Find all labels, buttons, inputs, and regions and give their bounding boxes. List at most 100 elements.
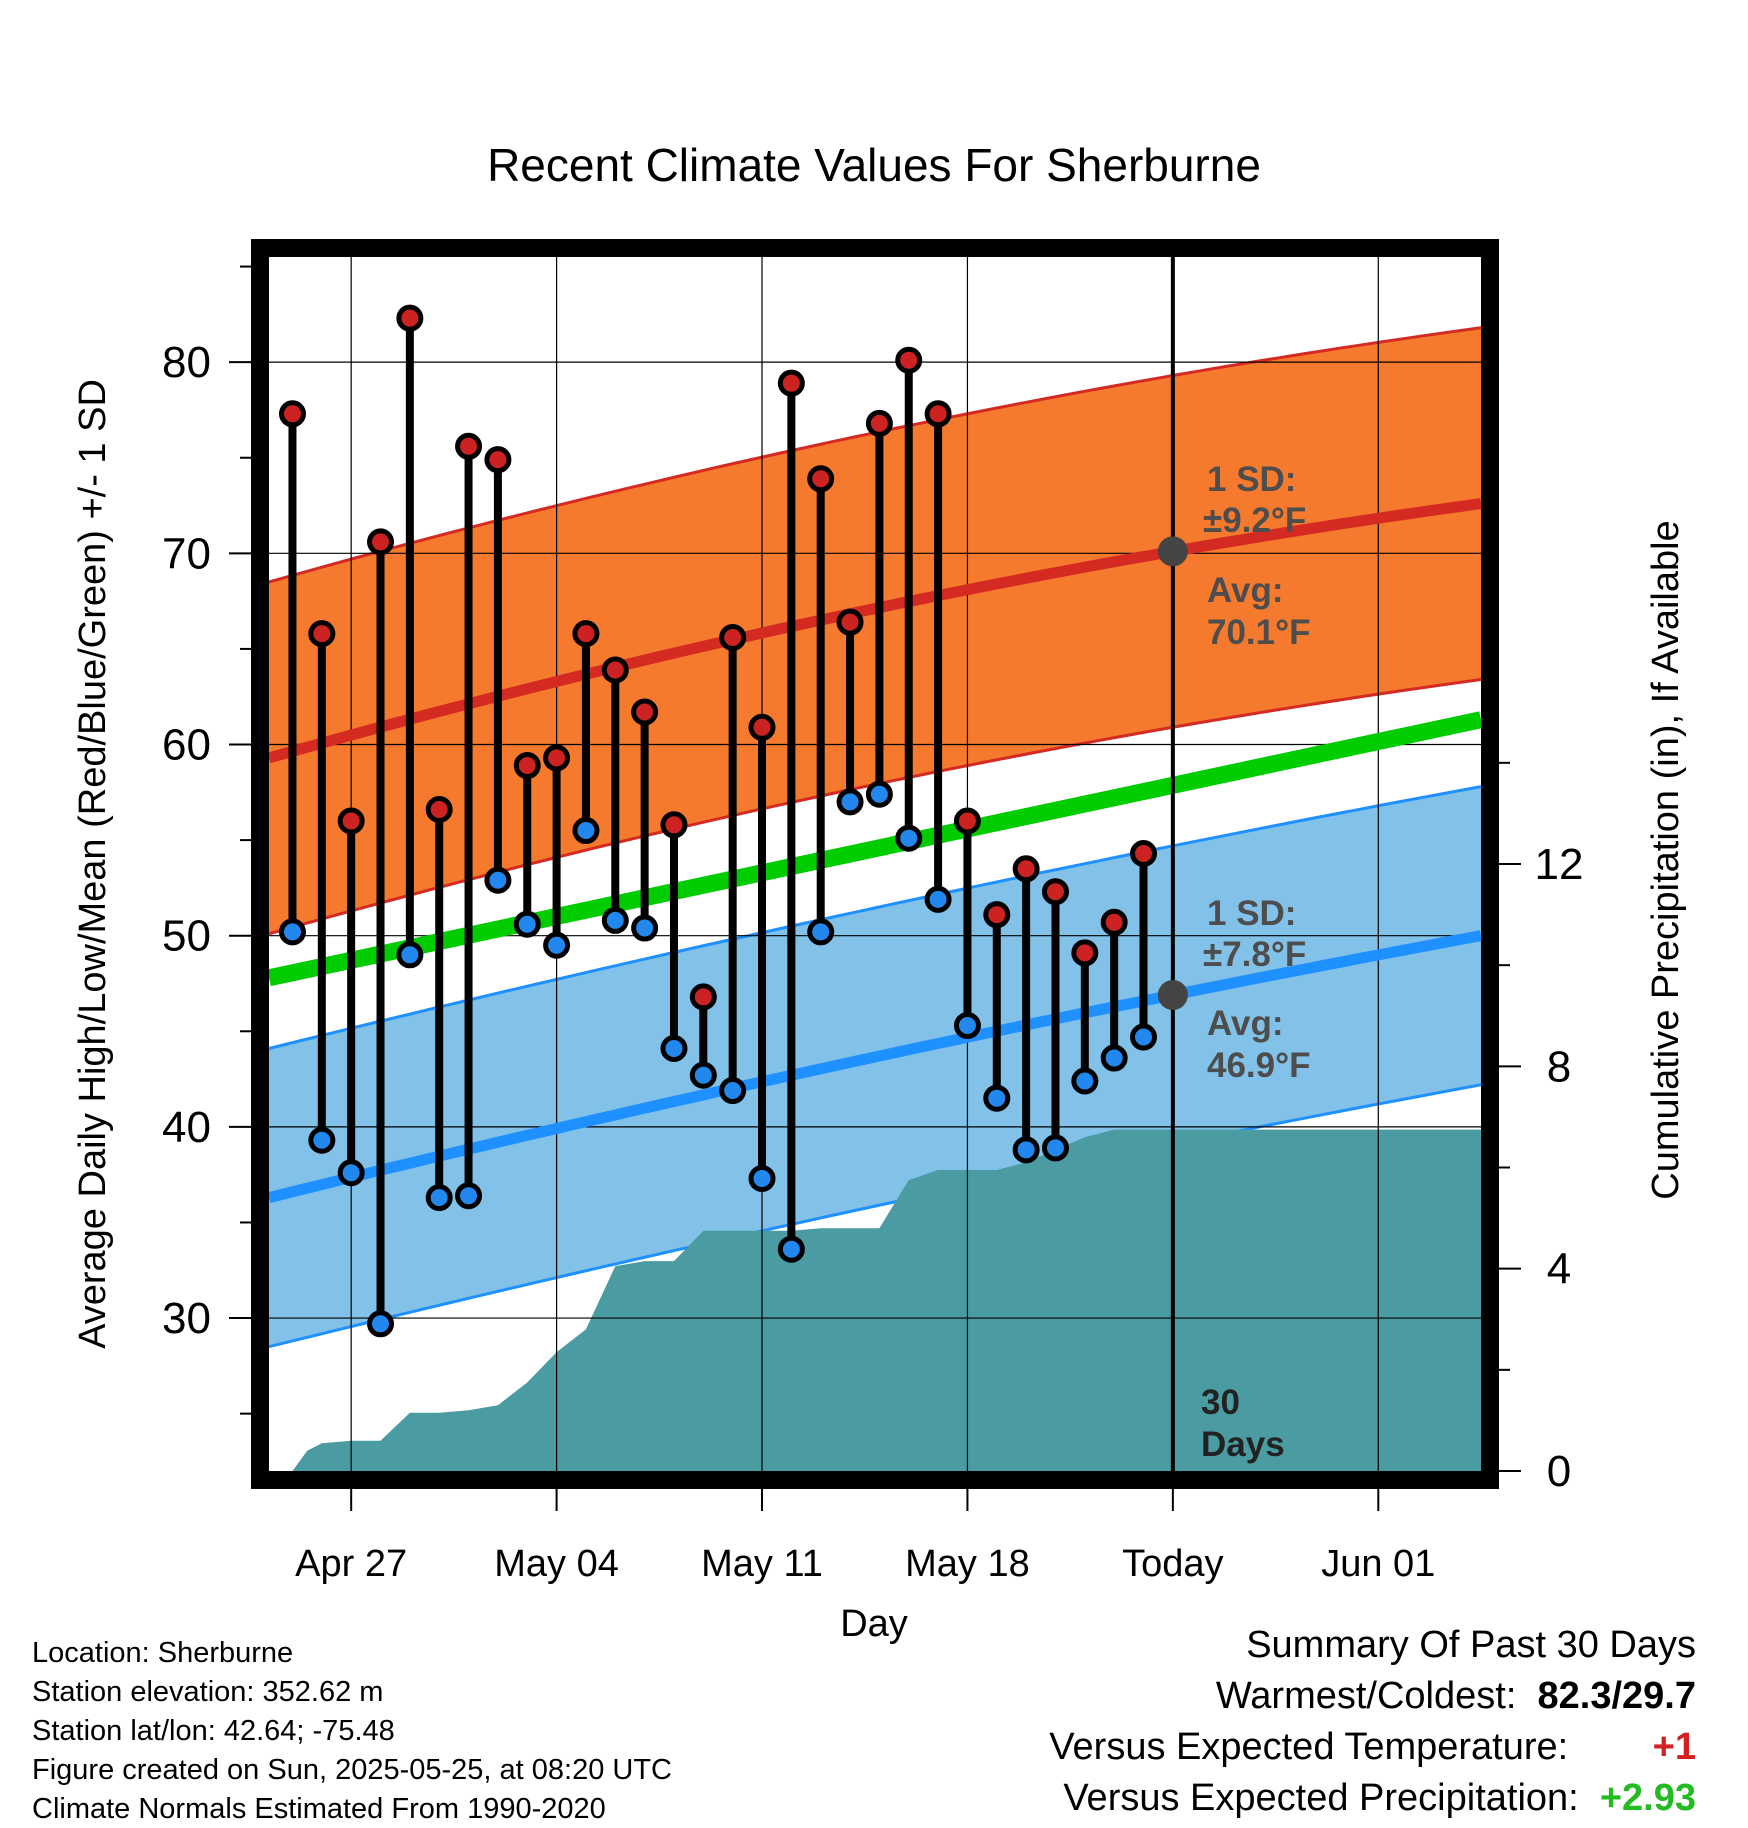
high-point-day-15 — [689, 983, 717, 1011]
low-point-day-6 — [425, 1184, 453, 1212]
high-point-day-16 — [719, 623, 747, 651]
high-point-day-3 — [337, 807, 365, 835]
low-point-day-23 — [924, 885, 952, 913]
low-point-day-8 — [484, 866, 512, 894]
created-text: Figure created on Sun, 2025-05-25, at 08… — [32, 1754, 672, 1786]
low-point-day-27 — [1041, 1134, 1069, 1162]
low-point-day-10 — [543, 931, 571, 959]
y-left-tick-label-1: 40 — [162, 1103, 211, 1152]
y-axis-label-left: Average Daily High/Low/Mean (Red/Blue/Gr… — [72, 379, 114, 1349]
warm-cold-label: Warmest/Coldest: — [1215, 1675, 1517, 1717]
low-sd-value: ±7.8°F — [1203, 935, 1306, 974]
high-point-day-2 — [308, 620, 336, 648]
days-count-label: 30 — [1201, 1383, 1240, 1422]
high-point-day-29 — [1100, 908, 1128, 936]
latlon-text: Station lat/lon: 42.64; -75.48 — [32, 1715, 395, 1747]
low-point-day-4 — [367, 1310, 395, 1338]
summary-precip: Versus Expected Precipitation: +2.93 — [1063, 1778, 1696, 1818]
y-left-tick-label-0: 30 — [162, 1294, 211, 1343]
x-axis-label: Day — [840, 1603, 908, 1645]
low-point-day-24 — [953, 1012, 981, 1040]
high-point-day-1 — [278, 400, 306, 428]
location-text: Location: Sherburne — [32, 1637, 294, 1669]
low-point-day-29 — [1100, 1044, 1128, 1072]
high-sd-band — [269, 327, 1481, 934]
low-point-day-16 — [719, 1077, 747, 1105]
high-point-day-19 — [807, 465, 835, 493]
y-right-tick-label-3: 12 — [1535, 840, 1584, 889]
low-band-lower-edge — [268, 1083, 1482, 1349]
high-point-day-7 — [455, 432, 483, 460]
low-point-day-20 — [836, 788, 864, 816]
low-sd-band — [269, 786, 1481, 1347]
precipitation-area — [292, 1129, 1481, 1471]
low-point-day-22 — [895, 824, 923, 852]
high-point-day-17 — [748, 713, 776, 741]
x-tick-label-5: Jun 01 — [1321, 1543, 1435, 1585]
low-point-day-5 — [396, 941, 424, 969]
low-point-day-28 — [1071, 1067, 1099, 1095]
low-point-day-7 — [455, 1182, 483, 1210]
high-point-day-24 — [953, 807, 981, 835]
high-avg-label: Avg: — [1207, 571, 1283, 610]
high-point-day-6 — [425, 796, 453, 824]
low-point-day-15 — [689, 1061, 717, 1089]
temp-vs-expected-label: Versus Expected Temperature: — [1049, 1726, 1569, 1768]
high-point-day-13 — [631, 698, 659, 726]
y-right-tick-label-2: 8 — [1547, 1042, 1571, 1091]
high-point-day-10 — [543, 744, 571, 772]
high-point-day-23 — [924, 400, 952, 428]
high-point-day-25 — [983, 901, 1011, 929]
low-point-day-3 — [337, 1159, 365, 1187]
observations — [278, 304, 1158, 1338]
precip-vs-expected-label: Versus Expected Precipitation: — [1063, 1777, 1579, 1819]
today-marker — [1157, 257, 1188, 1471]
low-point-day-18 — [777, 1235, 805, 1263]
low-sd-label: 1 SD: — [1207, 894, 1296, 933]
x-tick-label-4: Today — [1122, 1543, 1223, 1585]
high-point-day-20 — [836, 608, 864, 636]
elevation-text: Station elevation: 352.62 m — [32, 1676, 384, 1708]
y-left-tick-label-3: 60 — [162, 721, 211, 770]
temp-vs-expected-value: +1 — [1652, 1726, 1696, 1768]
precip-vs-expected-value: +2.93 — [1599, 1777, 1696, 1819]
low-point-day-21 — [865, 780, 893, 808]
high-point-day-18 — [777, 369, 805, 397]
low-avg-value: 46.9°F — [1207, 1046, 1311, 1085]
low-avg-label: Avg: — [1207, 1004, 1283, 1043]
low-point-day-11 — [572, 817, 600, 845]
y-left-tick-label-5: 80 — [162, 338, 211, 387]
normal-low-today-dot — [1157, 979, 1188, 1010]
low-point-day-14 — [660, 1034, 688, 1062]
low-point-day-1 — [278, 918, 306, 946]
normal-high-today-dot — [1157, 536, 1188, 567]
low-point-day-25 — [983, 1084, 1011, 1112]
high-point-day-30 — [1130, 839, 1158, 867]
low-point-day-26 — [1012, 1136, 1040, 1164]
high-point-day-28 — [1071, 939, 1099, 967]
chart-title: Recent Climate Values For Sherburne — [487, 139, 1261, 191]
high-point-day-4 — [367, 528, 395, 556]
low-point-day-17 — [748, 1164, 776, 1192]
y-axis-label-right: Cumulative Precipitation (in), If Availa… — [1645, 520, 1687, 1199]
x-tick-label-2: May 11 — [701, 1543, 823, 1585]
high-point-day-22 — [895, 346, 923, 374]
annotations: 1 SD: ±9.2°F Avg: 70.1°F 1 SD: ±7.8°F Av… — [1201, 460, 1311, 1464]
normal-bands — [268, 326, 1482, 1349]
high-point-day-27 — [1041, 878, 1069, 906]
x-tick-label-3: May 18 — [905, 1543, 1030, 1585]
x-tick-label-0: Apr 27 — [295, 1543, 407, 1585]
low-point-day-9 — [513, 910, 541, 938]
summary-title: Summary Of Past 30 Days — [1246, 1624, 1696, 1666]
warm-cold-value: 82.3/29.7 — [1537, 1675, 1696, 1717]
y-left-tick-label-2: 50 — [162, 912, 211, 961]
high-point-day-12 — [601, 656, 629, 684]
precip-cumulative-area — [292, 1129, 1481, 1471]
low-point-day-2 — [308, 1126, 336, 1154]
axes: 30 40 50 60 70 80 0 4 8 12 Apr 27 May 04 May 11 May 1… — [162, 265, 1584, 1585]
plot-frame — [251, 239, 1499, 1489]
high-point-day-8 — [484, 446, 512, 474]
normals-text: Climate Normals Estimated From 1990-2020 — [32, 1793, 606, 1825]
low-point-day-12 — [601, 906, 629, 934]
